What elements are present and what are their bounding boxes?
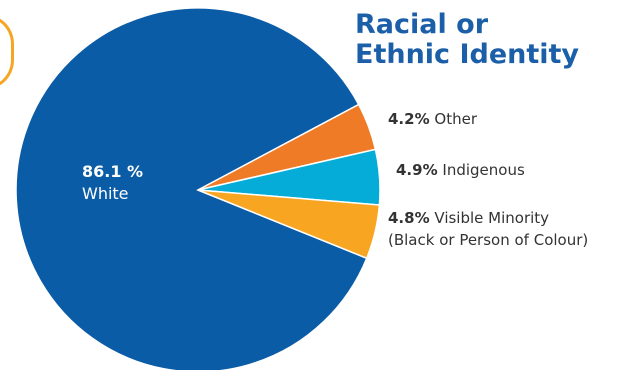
legend-item-indigenous: 4.9% Indigenous <box>396 159 525 181</box>
chart-title-line-2: Ethnic Identity <box>355 39 580 70</box>
pie-slice-white <box>15 7 368 370</box>
pie-slice-visible-minority <box>197 189 381 260</box>
legend-label-other: Other <box>434 110 477 128</box>
legend-item-other: 4.2% Other <box>388 108 477 130</box>
slice-value-white: 86.1 % <box>82 162 144 181</box>
legend-label-indigenous: Indigenous <box>442 161 525 179</box>
legend-label-visible-minority: Visible Minority <box>434 209 550 227</box>
legend-label-visible-minority-line2: (Black or Person of Colour) <box>388 231 589 249</box>
legend-value-visible-minority: 4.8% <box>388 209 430 227</box>
chart-title: Racial or Ethnic Identity <box>355 10 579 70</box>
legend-item-visible-minority: 4.8% Visible Minority (Black or Person o… <box>388 207 588 251</box>
legend-value-indigenous: 4.9% <box>396 161 438 179</box>
chart-title-line-1: Racial or <box>355 9 489 40</box>
slice-label-white: 86.1 % White <box>82 161 143 205</box>
slice-name-white: White <box>82 184 129 203</box>
legend-value-other: 4.2% <box>388 110 430 128</box>
